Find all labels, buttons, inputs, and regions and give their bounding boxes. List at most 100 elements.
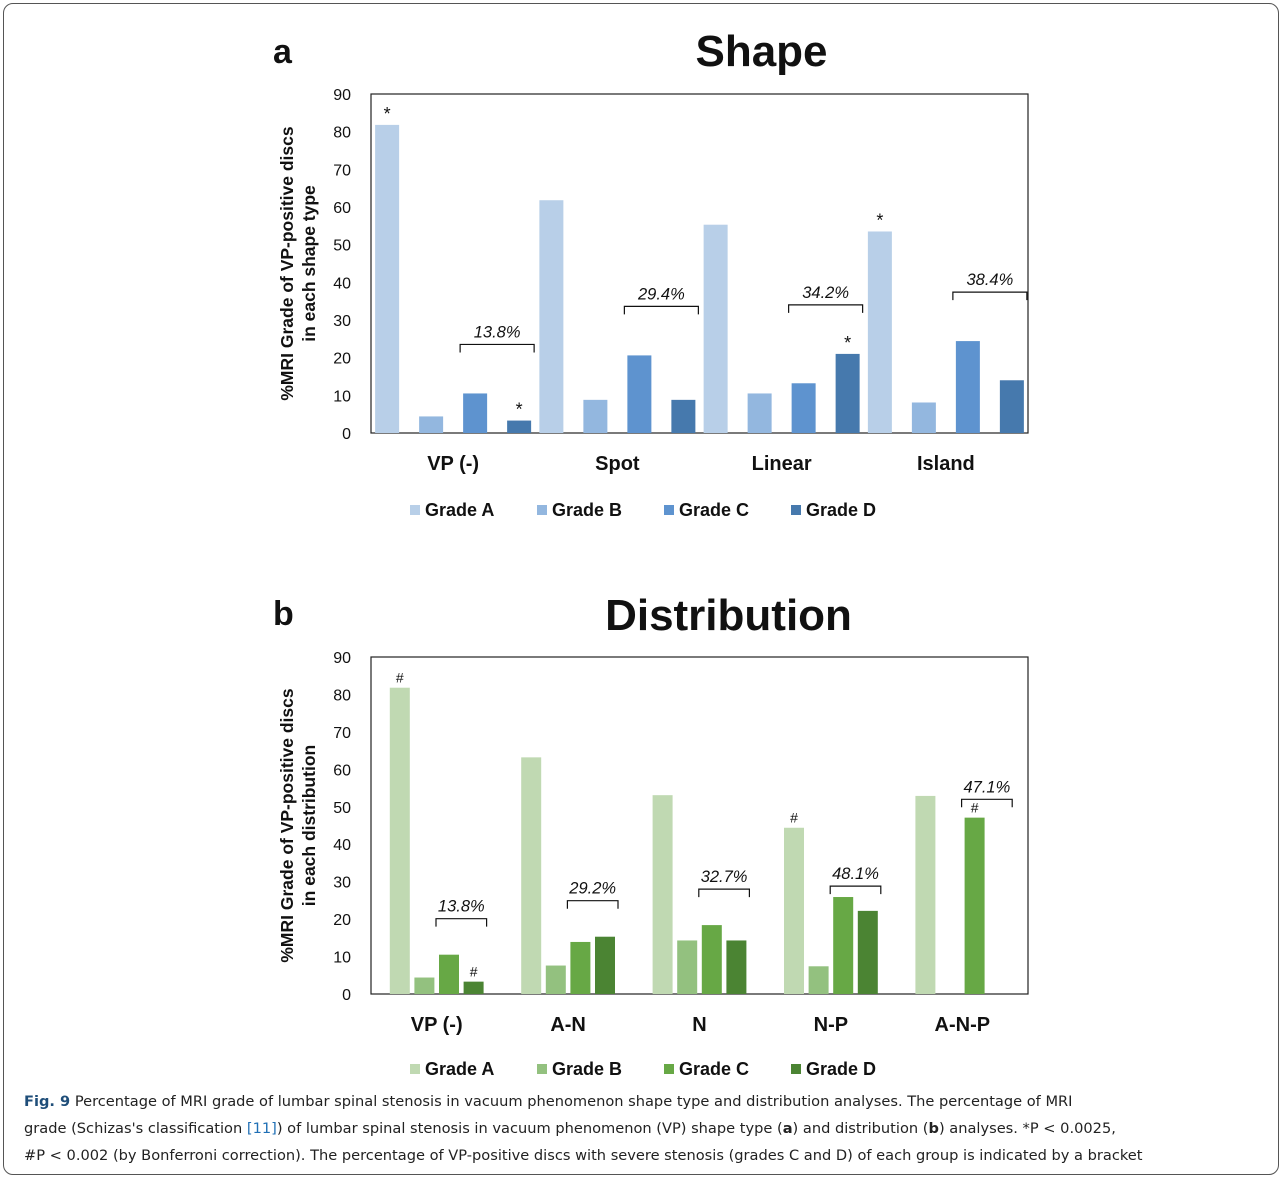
caption-text-1: Percentage of MRI grade of lumbar spinal… (70, 1093, 1073, 1110)
bar-grade-b (911, 402, 936, 433)
bar-grade-a (784, 827, 804, 994)
severity-bracket (698, 888, 750, 898)
bar-grade-d (835, 353, 860, 433)
significance-marker: # (396, 670, 404, 686)
bar-grade-d (463, 981, 484, 994)
caption-line-1: Fig. 9 Percentage of MRI grade of lumbar… (24, 1088, 1264, 1115)
bracket-percentage-label: 47.1% (964, 778, 1011, 796)
bar-grade-c (964, 817, 985, 994)
y-axis-label-line1: %MRI Grade of VP-positive discs (277, 126, 297, 400)
bar-grade-c (833, 897, 854, 994)
legend-entry: Grade C (679, 500, 749, 520)
bar-grade-c (955, 341, 980, 433)
y-tick-label: 30 (333, 313, 351, 330)
significance-marker: * (516, 400, 523, 420)
category-label: A-N-P (935, 1014, 991, 1036)
severity-bracket (829, 885, 882, 895)
bar-grade-d (671, 399, 696, 433)
severity-bracket (952, 291, 1028, 301)
severity-bracket (435, 918, 488, 927)
category-label: Spot (595, 453, 640, 475)
category-label: N-P (814, 1014, 848, 1036)
figure-caption: Fig. 9 Percentage of MRI grade of lumbar… (24, 1088, 1264, 1169)
y-tick-label: 80 (333, 125, 351, 142)
category-label: VP (-) (427, 453, 479, 475)
legend-swatch (537, 1064, 547, 1074)
y-tick-label: 40 (333, 275, 351, 292)
significance-marker: # (790, 810, 798, 826)
y-tick-label: 20 (333, 912, 351, 929)
severity-bracket (459, 343, 535, 353)
y-tick-label: 70 (333, 725, 351, 742)
y-tick-label: 90 (333, 650, 351, 667)
bar-grade-b (677, 940, 698, 994)
bar-grade-a (867, 231, 892, 433)
category-label: Island (917, 453, 975, 475)
bar-grade-d (507, 420, 532, 433)
figure-frame (3, 3, 1279, 1175)
bar-grade-a (375, 124, 400, 434)
legend-entry: Grade B (552, 1059, 622, 1079)
bar-grade-d (595, 936, 615, 994)
caption-line-3: #P < 0.002 (by Bonferroni correction). T… (24, 1147, 1143, 1164)
severity-bracket (566, 900, 619, 909)
chart-title: Shape (695, 27, 827, 76)
panel-label: b (273, 595, 294, 633)
bar-grade-a (521, 757, 542, 994)
category-label: N (692, 1014, 706, 1036)
y-tick-label: 60 (333, 200, 351, 217)
bar-grade-c (570, 941, 591, 994)
bar-grade-d (726, 940, 747, 994)
y-tick-label: 40 (333, 837, 351, 854)
caption-line-2: grade (Schizas's classification [11]) of… (24, 1115, 1264, 1142)
category-label: VP (-) (411, 1014, 463, 1036)
y-tick-label: 50 (333, 800, 351, 817)
y-tick-label: 50 (333, 238, 351, 255)
bar-grade-d (999, 380, 1024, 433)
significance-marker: # (470, 964, 478, 980)
y-tick-label: 10 (333, 388, 351, 405)
category-label: A-N (550, 1014, 586, 1036)
significance-marker: * (844, 333, 851, 353)
caption-text-2a: grade (Schizas's classification (24, 1120, 247, 1137)
y-tick-label: 90 (333, 87, 351, 104)
bar-grade-b (808, 966, 829, 994)
y-tick-label: 10 (333, 950, 351, 967)
y-axis-label-line2: in each shape type (299, 185, 319, 342)
bracket-percentage-label: 34.2% (802, 284, 849, 302)
legend-entry: Grade C (679, 1059, 749, 1079)
significance-marker: # (971, 800, 979, 816)
bar-grade-a (652, 795, 673, 994)
y-axis-label-line1: %MRI Grade of VP-positive discs (277, 688, 297, 962)
bar-grade-c (463, 393, 488, 433)
legend-entry: Grade A (425, 1059, 494, 1079)
bar-grade-b (419, 416, 444, 433)
legend-swatch (410, 505, 420, 515)
legend-swatch (791, 505, 801, 515)
chart-distribution: b Distribution %MRI Grade of VP-positive d… (273, 591, 1029, 1079)
bar-grade-b (414, 977, 435, 994)
caption-reference-link[interactable]: [11] (246, 1120, 277, 1137)
bar-grade-a (703, 224, 728, 433)
category-label: Linear (752, 453, 812, 475)
y-tick-label: 30 (333, 875, 351, 892)
bar-grade-c (701, 925, 722, 994)
y-tick-label: 0 (342, 987, 351, 1004)
legend-entry: Grade D (806, 1059, 876, 1079)
plot-area-frame (370, 93, 1029, 434)
legend-entry: Grade D (806, 500, 876, 520)
legend-entry: Grade A (425, 500, 494, 520)
legend-swatch (664, 505, 674, 515)
caption-fig-label: Fig. 9 (24, 1093, 71, 1110)
severity-bracket (623, 305, 699, 315)
severity-bracket (788, 304, 864, 313)
y-tick-label: 0 (342, 426, 351, 443)
severity-bracket (961, 798, 1013, 808)
bracket-percentage-label: 48.1% (832, 865, 879, 883)
significance-marker: * (876, 210, 883, 230)
legend-swatch (410, 1064, 420, 1074)
bracket-percentage-label: 38.4% (966, 271, 1013, 289)
caption-text-2c: ) and distribution ( (792, 1120, 929, 1137)
bar-grade-b (747, 393, 772, 433)
y-axis-label-line2: in each distribution (299, 745, 319, 906)
